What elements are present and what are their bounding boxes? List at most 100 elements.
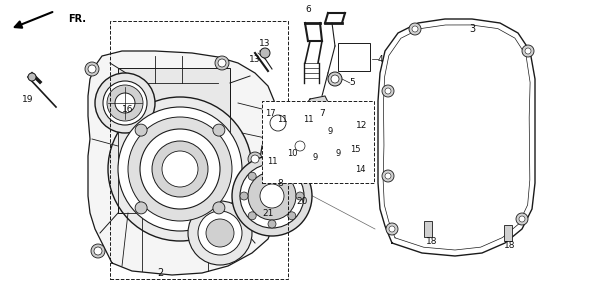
Circle shape	[525, 48, 531, 54]
Circle shape	[268, 220, 276, 228]
Text: 17: 17	[265, 108, 276, 117]
Circle shape	[232, 156, 312, 236]
Circle shape	[389, 226, 395, 232]
Circle shape	[248, 152, 262, 166]
Text: 14: 14	[355, 165, 365, 173]
Circle shape	[522, 45, 534, 57]
Circle shape	[519, 216, 525, 222]
Circle shape	[118, 107, 242, 231]
Bar	[118, 68, 230, 213]
Polygon shape	[312, 155, 324, 163]
Circle shape	[240, 164, 304, 228]
Circle shape	[251, 155, 259, 163]
Polygon shape	[383, 25, 530, 250]
Text: 11: 11	[277, 114, 287, 123]
Bar	[504, 225, 512, 241]
Circle shape	[152, 141, 208, 197]
Circle shape	[206, 219, 234, 247]
Circle shape	[240, 192, 248, 200]
Circle shape	[135, 202, 147, 214]
Text: 5: 5	[349, 79, 355, 88]
Bar	[424, 221, 432, 237]
Circle shape	[328, 72, 342, 86]
Circle shape	[264, 109, 292, 137]
Circle shape	[91, 244, 105, 258]
Circle shape	[251, 209, 259, 217]
Circle shape	[331, 75, 339, 83]
Circle shape	[108, 97, 252, 241]
Circle shape	[346, 123, 358, 135]
Text: 21: 21	[263, 209, 274, 218]
Polygon shape	[88, 51, 275, 275]
Circle shape	[128, 117, 232, 221]
Circle shape	[213, 124, 225, 136]
Text: 16: 16	[122, 104, 134, 113]
Circle shape	[188, 201, 252, 265]
Circle shape	[270, 115, 286, 131]
Text: 19: 19	[22, 95, 34, 104]
Text: 18: 18	[504, 241, 516, 250]
Polygon shape	[378, 19, 535, 256]
Circle shape	[94, 247, 102, 255]
Circle shape	[301, 117, 309, 125]
Polygon shape	[305, 96, 330, 111]
Text: 3: 3	[469, 24, 475, 34]
Text: 20: 20	[296, 197, 308, 206]
Circle shape	[290, 136, 310, 156]
Circle shape	[260, 48, 270, 58]
Text: 10: 10	[287, 148, 297, 157]
Circle shape	[140, 129, 220, 209]
Circle shape	[386, 223, 398, 235]
Text: 13: 13	[249, 54, 261, 64]
Circle shape	[516, 213, 528, 225]
Circle shape	[85, 62, 99, 76]
Circle shape	[382, 170, 394, 182]
Text: 9: 9	[312, 154, 317, 163]
Text: 13: 13	[259, 39, 271, 48]
Circle shape	[260, 184, 284, 208]
Text: 9: 9	[327, 126, 333, 135]
Circle shape	[215, 56, 229, 70]
Circle shape	[271, 155, 279, 163]
Circle shape	[162, 151, 198, 187]
Circle shape	[409, 23, 421, 35]
Text: FR.: FR.	[68, 14, 86, 24]
Text: 9: 9	[335, 148, 340, 157]
Circle shape	[288, 212, 296, 220]
Circle shape	[107, 85, 143, 121]
Text: 12: 12	[356, 122, 368, 131]
Circle shape	[218, 59, 226, 67]
Bar	[110, 21, 288, 279]
Circle shape	[295, 141, 305, 151]
Circle shape	[135, 124, 147, 136]
Text: 6: 6	[305, 5, 311, 14]
Text: 4: 4	[377, 54, 383, 64]
Polygon shape	[329, 149, 341, 157]
Circle shape	[103, 81, 147, 125]
Circle shape	[288, 172, 296, 180]
Text: 11: 11	[303, 114, 313, 123]
Circle shape	[268, 164, 276, 172]
Circle shape	[337, 146, 347, 156]
Circle shape	[385, 173, 391, 179]
Circle shape	[412, 26, 418, 32]
Text: 11: 11	[267, 157, 277, 166]
Circle shape	[95, 73, 155, 133]
Circle shape	[248, 212, 256, 220]
Text: 8: 8	[277, 178, 283, 188]
Circle shape	[198, 211, 242, 255]
Circle shape	[28, 73, 36, 81]
Circle shape	[213, 202, 225, 214]
Polygon shape	[322, 129, 334, 137]
Circle shape	[248, 172, 256, 180]
Circle shape	[88, 65, 96, 73]
Bar	[338, 43, 370, 71]
Bar	[262, 101, 374, 183]
Text: 18: 18	[426, 237, 438, 246]
Circle shape	[385, 88, 391, 94]
Text: 15: 15	[350, 144, 360, 154]
Circle shape	[276, 127, 284, 135]
Text: 7: 7	[319, 108, 325, 117]
Circle shape	[382, 85, 394, 97]
Circle shape	[282, 128, 318, 164]
